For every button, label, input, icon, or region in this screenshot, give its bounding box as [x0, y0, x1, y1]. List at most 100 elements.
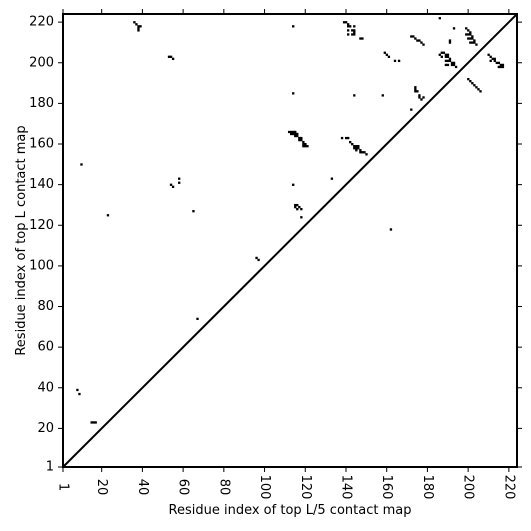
y-tick-label: 60	[37, 340, 54, 355]
contact-point	[420, 41, 423, 44]
contact-point	[473, 84, 476, 87]
x-tick-label: 200	[461, 475, 476, 500]
x-tick-label: 220	[501, 475, 516, 500]
contact-point	[450, 61, 454, 65]
contact-point	[351, 29, 354, 32]
contact-point	[383, 51, 386, 54]
contact-point	[479, 90, 482, 93]
contact-point	[414, 90, 417, 93]
contact-point	[446, 53, 450, 56]
y-tick-label: 220	[29, 15, 54, 30]
contact-point	[469, 37, 472, 40]
y-tick-label: 100	[29, 258, 54, 273]
contact-point	[300, 138, 303, 142]
contact-point	[196, 317, 199, 321]
contact-point	[290, 132, 293, 136]
contact-point	[300, 216, 303, 219]
contact-point	[448, 59, 452, 63]
contact-point	[471, 37, 474, 40]
contact-point	[397, 59, 401, 63]
y-axis-label: Residue index of top L contact map	[14, 125, 29, 355]
contact-point	[452, 27, 456, 30]
contact-point	[344, 21, 348, 24]
contact-point	[363, 151, 366, 154]
contact-point	[349, 140, 352, 144]
contact-point	[416, 90, 419, 93]
contact-point	[410, 108, 413, 111]
contact-point	[477, 88, 480, 91]
contact-point	[471, 35, 474, 38]
y-tick-label: 40	[37, 380, 54, 395]
contact-point	[353, 94, 356, 97]
contact-point	[353, 29, 356, 32]
contact-point	[440, 51, 443, 54]
contact-point	[347, 25, 350, 28]
contact-point	[106, 214, 110, 217]
contact-point	[467, 29, 470, 32]
contact-point	[169, 183, 173, 186]
contact-point	[450, 63, 454, 67]
contact-point	[137, 25, 140, 28]
y-tick-label: 160	[29, 137, 54, 152]
x-tick-label: 120	[298, 475, 313, 500]
contact-point	[139, 25, 142, 28]
contact-point	[471, 82, 474, 85]
contact-point	[446, 59, 450, 63]
contact-point	[347, 136, 350, 140]
contact-point	[446, 63, 450, 67]
contact-point	[298, 205, 301, 209]
contact-point	[469, 31, 472, 34]
contact-point	[347, 33, 350, 36]
contact-point	[255, 256, 258, 260]
contact-point	[385, 53, 389, 56]
x-tick-label: 20	[94, 479, 109, 496]
contact-point	[471, 41, 474, 44]
x-tick-label: 160	[379, 475, 394, 500]
x-axis-ticks: 1 20 40 60 80 100 120 140 160 180 200 220	[56, 9, 516, 500]
contact-point	[444, 55, 448, 58]
y-tick-label: 1	[46, 460, 54, 475]
contact-point	[493, 59, 496, 63]
contact-point	[473, 41, 476, 44]
contact-point	[300, 208, 303, 211]
contact-point	[298, 136, 301, 140]
diagonal-line	[62, 13, 518, 468]
y-tick-label: 180	[29, 96, 54, 111]
contact-point	[292, 130, 295, 134]
contact-point	[499, 65, 503, 69]
contact-point	[359, 151, 362, 154]
x-tick-label: 140	[338, 475, 353, 500]
contact-point	[355, 147, 358, 150]
contact-point	[410, 35, 413, 38]
y-tick-label: 200	[29, 55, 54, 70]
contact-point	[422, 96, 425, 99]
contact-point	[353, 25, 356, 28]
contact-point	[387, 55, 391, 58]
contact-point	[469, 80, 472, 83]
x-tick-label: 1	[56, 483, 71, 491]
contact-point	[92, 421, 95, 424]
contact-point	[302, 143, 305, 146]
contact-point	[292, 132, 295, 136]
y-tick-label: 80	[37, 299, 54, 314]
contact-point	[357, 145, 360, 148]
contact-point	[493, 57, 496, 60]
contact-point	[257, 258, 260, 262]
contact-point	[465, 27, 468, 30]
contact-point	[495, 61, 498, 65]
contact-point	[344, 136, 348, 140]
plot-frame	[62, 13, 518, 468]
contact-point	[473, 39, 476, 42]
contact-point	[287, 130, 291, 134]
contact-point	[412, 35, 415, 38]
contact-point	[467, 33, 470, 36]
contact-point	[78, 392, 81, 396]
contact-point	[438, 17, 441, 20]
y-tick-label: 120	[29, 218, 54, 233]
contact-point	[365, 153, 368, 156]
contact-point	[414, 37, 417, 40]
y-tick-label: 20	[37, 421, 54, 436]
contact-point	[444, 53, 448, 56]
contact-point	[452, 61, 456, 65]
